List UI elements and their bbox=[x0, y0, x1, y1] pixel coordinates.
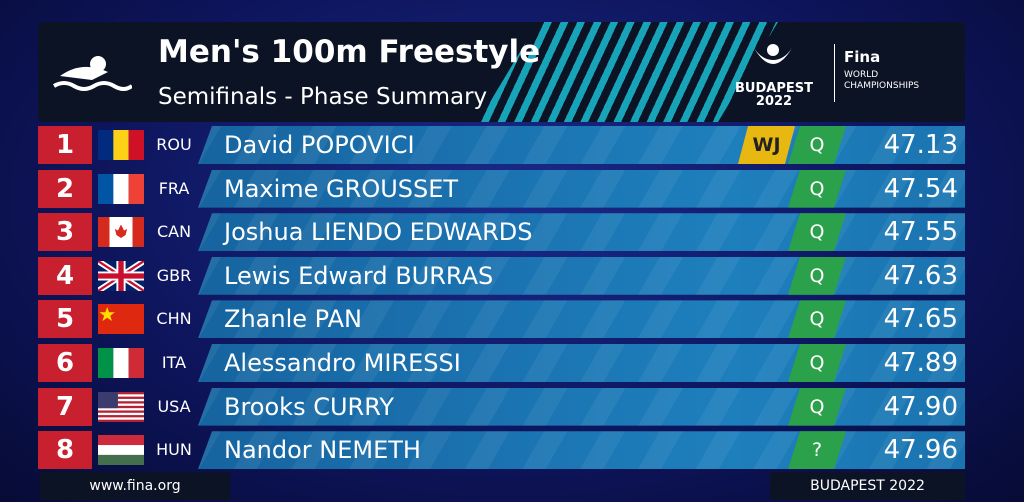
result-row: 8 HUN Nandor NEMETH? 47.96 bbox=[38, 431, 965, 470]
divider bbox=[834, 44, 835, 102]
brand-event: WORLD CHAMPIONSHIPS bbox=[844, 70, 919, 92]
record-badge: WJ bbox=[738, 126, 795, 164]
time: 47.96 bbox=[883, 435, 958, 466]
title: Men's 100m Freestyle bbox=[158, 34, 541, 70]
athlete-name: Maxime GROUSSET bbox=[224, 174, 459, 203]
country-code: USA bbox=[157, 396, 191, 416]
brand-line: CHAMPIONSHIPS bbox=[844, 81, 920, 91]
brand: Fina bbox=[844, 48, 881, 66]
athlete-name: David POPOVICI bbox=[224, 131, 415, 159]
result-row: 1 ROU David POPOVICI WJ Q 47.13 bbox=[38, 126, 965, 164]
rank: 8 bbox=[38, 431, 92, 470]
result-row: 7 USA Brooks CURRY Q 47.90 bbox=[38, 387, 965, 426]
rank: 6 bbox=[38, 344, 92, 382]
rank: 5 bbox=[38, 300, 92, 339]
athlete-name: Alessandro MIRESSI bbox=[224, 349, 461, 377]
country-code: ITA bbox=[161, 353, 187, 372]
event-logo bbox=[754, 44, 792, 64]
website: www.fina.org bbox=[40, 472, 230, 500]
time: 47.65 bbox=[883, 304, 958, 335]
time: 47.54 bbox=[883, 173, 958, 204]
rank: 2 bbox=[38, 169, 92, 208]
subtitle: Semifinals - Phase Summary bbox=[158, 84, 488, 110]
time: 47.89 bbox=[883, 348, 958, 378]
time: 47.13 bbox=[883, 130, 958, 160]
logo-year: 2022 bbox=[755, 94, 793, 109]
result-row: 6 ITA Alessandro MIRESSI Q 47.89 bbox=[38, 344, 965, 382]
athlete-name: Joshua LIENDO EDWARDS bbox=[224, 218, 533, 247]
country-code: FRA bbox=[158, 178, 190, 198]
flag bbox=[98, 435, 144, 466]
country-code: GBR bbox=[156, 265, 192, 285]
time: 47.90 bbox=[883, 391, 958, 422]
rank: 7 bbox=[38, 387, 92, 426]
athlete-name: Nandor NEMETH bbox=[224, 436, 421, 465]
result-row: 3 CAN Joshua LIENDO EDWARDS Q 47.55 bbox=[38, 213, 965, 252]
location: BUDAPEST 2022 bbox=[770, 472, 965, 500]
time: 47.55 bbox=[883, 217, 958, 248]
logo-city: BUDAPEST 2022 bbox=[731, 82, 817, 108]
rank: 4 bbox=[38, 256, 92, 295]
rank: 1 bbox=[38, 126, 92, 164]
flag bbox=[98, 304, 144, 335]
athlete-name: Lewis Edward BURRAS bbox=[224, 261, 494, 290]
logo-city-name: BUDAPEST bbox=[735, 81, 813, 96]
country-code: CAN bbox=[156, 222, 192, 242]
flag bbox=[98, 260, 144, 291]
swimmer-icon bbox=[52, 56, 132, 91]
country-code: CHN bbox=[156, 309, 192, 329]
flag bbox=[98, 130, 144, 160]
country-code: HUN bbox=[156, 440, 192, 460]
result-row: 5 CHN Zhanle PAN Q 47.65 bbox=[38, 300, 965, 339]
flag bbox=[98, 348, 144, 378]
header: Men's 100m Freestyle Semifinals - Phase … bbox=[38, 22, 965, 122]
time: 47.63 bbox=[883, 260, 958, 291]
result-row: 4 GBR Lewis Edward BURRAS Q 47.63 bbox=[38, 256, 965, 295]
athlete-name: Brooks CURRY bbox=[224, 392, 395, 421]
athlete-name: Zhanle PAN bbox=[224, 305, 362, 334]
flag bbox=[98, 173, 144, 204]
result-row: 2 FRA Maxime GROUSSET Q 47.54 bbox=[38, 169, 965, 208]
decor-stripes bbox=[478, 22, 778, 122]
country-code: ROU bbox=[156, 135, 192, 154]
flag bbox=[98, 217, 144, 248]
rank: 3 bbox=[38, 213, 92, 252]
brand-line: WORLD bbox=[844, 70, 879, 80]
flag bbox=[98, 391, 144, 422]
